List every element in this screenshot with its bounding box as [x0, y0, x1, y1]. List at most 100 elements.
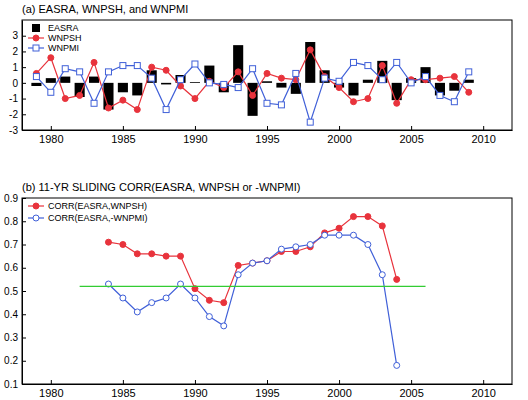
marker: [451, 99, 457, 105]
series: [33, 47, 471, 113]
y-tick-label: 0: [12, 78, 18, 89]
marker: [178, 77, 184, 83]
x-tick: 2005: [399, 126, 423, 145]
marker: [336, 78, 342, 84]
x-tick-mark: [339, 380, 340, 384]
x-tick-mark: [267, 126, 268, 130]
y-tick: -2: [9, 109, 26, 120]
series: [33, 59, 471, 125]
marker: [134, 309, 140, 315]
chart-title: (b) 11-YR SLIDING CORR(EASRA, WNPSH or -…: [22, 181, 301, 193]
x-tick-label: 1990: [183, 133, 207, 145]
marker: [365, 242, 371, 248]
marker: [120, 295, 126, 301]
marker: [278, 75, 284, 81]
x-tick-label: 2010: [471, 387, 495, 399]
x-tick: 1990: [183, 126, 207, 145]
y-tick: -3: [9, 125, 26, 136]
bar: [190, 82, 200, 84]
series: [105, 214, 399, 306]
marker: [278, 246, 284, 252]
marker: [221, 81, 227, 87]
y-tick-mark: [22, 221, 26, 222]
marker: [379, 223, 385, 229]
bar: [276, 83, 286, 88]
marker: [221, 323, 227, 329]
y-tick-mark: [22, 338, 26, 339]
marker: [394, 362, 400, 368]
bar: [262, 81, 272, 83]
x-tick: 1980: [39, 380, 63, 399]
y-tick-mark: [22, 384, 26, 385]
marker: [307, 242, 313, 248]
y-tick: 0: [12, 78, 26, 89]
series: [31, 42, 473, 116]
marker: [250, 66, 256, 72]
y-tick-mark: [22, 361, 26, 362]
bar: [320, 70, 330, 83]
marker: [365, 96, 371, 102]
marker: [77, 69, 83, 75]
chart-title: (a) EASRA, WNPSH, and WNPMI: [22, 3, 188, 15]
bar: [46, 78, 56, 83]
marker: [379, 272, 385, 278]
y-tick-mark: [22, 268, 26, 269]
marker: [134, 63, 140, 69]
bar: [348, 83, 358, 96]
y-tick-label: 1: [12, 62, 18, 73]
y-tick: -1: [9, 93, 26, 104]
marker: [163, 107, 169, 113]
legend-item: WNPMI: [28, 43, 79, 53]
marker: [394, 100, 400, 106]
marker: [293, 244, 299, 250]
legend-item: CORR(EASRA,-WNPMI): [28, 213, 148, 223]
x-tick-label: 2000: [327, 133, 351, 145]
legend-symbol: [32, 24, 40, 32]
x-tick-label: 1985: [111, 387, 135, 399]
x-tick-mark: [483, 126, 484, 130]
legend-label: EASRA: [48, 23, 79, 33]
x-tick-mark: [195, 380, 196, 384]
y-axis: 0.10.20.30.40.50.60.70.80.9: [4, 193, 26, 390]
marker: [206, 297, 212, 303]
y-tick-label: 0.9: [4, 193, 18, 204]
x-tick-label: 2005: [399, 387, 423, 399]
marker: [336, 225, 342, 231]
x-tick: 2010: [471, 126, 495, 145]
marker: [149, 251, 155, 257]
marker: [62, 96, 68, 102]
x-tick-mark: [411, 126, 412, 130]
y-tick: 0.5: [4, 286, 26, 297]
x-tick-mark: [195, 126, 196, 130]
marker: [163, 67, 169, 73]
bar: [60, 77, 70, 83]
plot-area: [80, 214, 426, 369]
marker: [62, 66, 68, 72]
legend-label: WNPSH: [48, 33, 82, 43]
y-tick: 0.7: [4, 239, 26, 250]
marker: [149, 64, 155, 70]
marker: [192, 295, 198, 301]
marker: [408, 80, 414, 86]
marker: [221, 300, 227, 306]
marker: [437, 75, 443, 81]
legend-label: WNPMI: [48, 43, 79, 53]
marker: [105, 239, 111, 245]
marker: [365, 214, 371, 220]
marker: [48, 89, 54, 95]
axis-line: [23, 130, 513, 131]
marker: [235, 272, 241, 278]
legend: EASRAWNPSHWNPMI: [28, 23, 82, 53]
x-tick-label: 1980: [39, 133, 63, 145]
x-tick: 2005: [399, 380, 423, 399]
marker: [206, 314, 212, 320]
y-tick: 0.8: [4, 216, 26, 227]
y-tick-mark: [22, 245, 26, 246]
marker: [235, 262, 241, 268]
x-axis: 1980198519901995200020052010: [23, 126, 513, 145]
series: [80, 286, 426, 287]
x-tick: 1980: [39, 126, 63, 145]
marker: [350, 214, 356, 220]
marker: [466, 89, 472, 95]
legend-item: EASRA: [32, 23, 79, 33]
